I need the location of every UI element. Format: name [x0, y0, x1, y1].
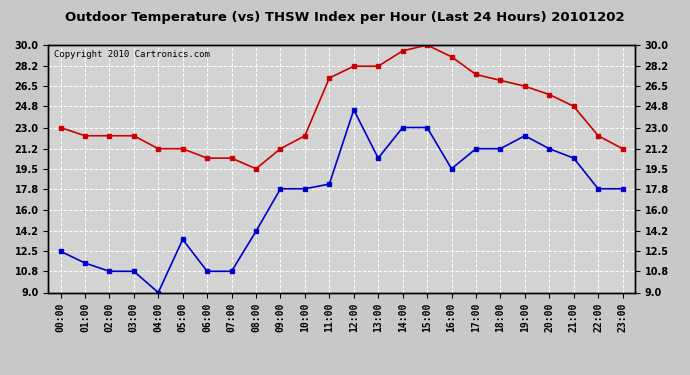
Text: Copyright 2010 Cartronics.com: Copyright 2010 Cartronics.com — [55, 50, 210, 59]
Text: Outdoor Temperature (vs) THSW Index per Hour (Last 24 Hours) 20101202: Outdoor Temperature (vs) THSW Index per … — [65, 11, 625, 24]
